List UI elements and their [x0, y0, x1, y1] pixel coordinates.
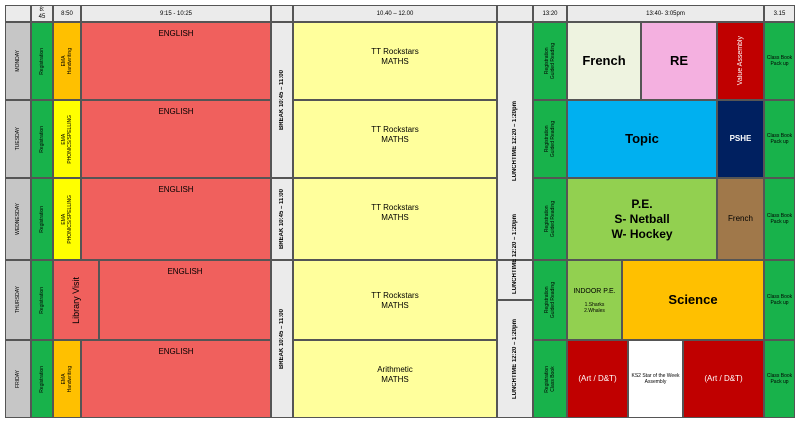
header-time-afternoon: 13:40- 3:05pm	[567, 5, 764, 22]
class-book-friday: Class Book Pack up	[764, 340, 795, 418]
lunch-block-thu-label: LUNCHTIME 12:20 – 1:20pm	[497, 208, 533, 300]
class-book-thursday: Class Book Pack up	[764, 260, 795, 340]
maths-thursday: TT Rockstars MATHS	[293, 260, 497, 340]
ema-friday: EMA Handwriting	[53, 340, 81, 418]
lunch-block-mon-wed: LUNCHTIME 12:20 – 1:20pm	[497, 22, 533, 260]
pm-registration-tuesday: Registration Guided Reading	[533, 100, 567, 178]
class-book-tuesday: Class Book Pack up	[764, 100, 795, 178]
ema-tuesday: EMA PHONICS/SPELLING	[53, 100, 81, 178]
header-break	[271, 5, 293, 22]
french-monday: French	[567, 22, 641, 100]
day-label-monday: MONDAY	[5, 22, 31, 100]
registration-tuesday: Registration	[31, 100, 53, 178]
header-time-315: 3.15	[764, 5, 795, 22]
registration-friday: Registration	[31, 340, 53, 418]
day-label-thursday: THURSDAY	[5, 260, 31, 340]
class-book-wednesday: Class Book Pack up	[764, 178, 795, 260]
pm-registration-friday: Registration Class Book	[533, 340, 567, 418]
day-label-tuesday: TUESDAY	[5, 100, 31, 178]
pm-registration-thursday: Registration Guided Reading	[533, 260, 567, 340]
header-time-midmorning: 10.40 – 12.00	[293, 5, 497, 22]
maths-monday: TT Rockstars MATHS	[293, 22, 497, 100]
ks2-star-assembly-friday: KS2 Star of the Week Assembly	[628, 340, 683, 418]
english-tuesday: ENGLISH	[81, 100, 271, 178]
ema-monday: EMA Handwriting	[53, 22, 81, 100]
indoor-pe-groups: 1.Sharks 2.Whales	[584, 301, 605, 314]
english-monday: ENGLISH	[81, 22, 271, 100]
re-monday: RE	[641, 22, 717, 100]
science-thursday: Science	[622, 260, 764, 340]
lunch-block-fri: LUNCHTIME 12:20 – 1:20pm	[497, 300, 533, 418]
pm-registration-monday: Registration Guided Reading	[533, 22, 567, 100]
header-time-morning: 9:15 - 10:25	[81, 5, 271, 22]
french-wednesday: French	[717, 178, 764, 260]
indoor-pe-title: INDOOR P.E.	[573, 287, 616, 295]
indoor-pe-thursday: INDOOR P.E. 1.Sharks 2.Whales	[567, 260, 622, 340]
header-time-1320: 13:20	[533, 5, 567, 22]
break-block-mon-tue: BREAK 10:45 – 11:00	[271, 22, 293, 178]
registration-monday: Registration	[31, 22, 53, 100]
library-visit-thursday: Library Visit	[53, 260, 99, 340]
break-block-wed: BREAK 10:45 – 11:00	[271, 178, 293, 260]
registration-wednesday: Registration	[31, 178, 53, 260]
class-book-monday: Class Book Pack up	[764, 22, 795, 100]
pm-registration-wednesday: Registration Guided Reading	[533, 178, 567, 260]
ema-wednesday: EMA PHONICS/SPELLING	[53, 178, 81, 260]
maths-tuesday: TT Rockstars MATHS	[293, 100, 497, 178]
day-label-friday: FRIDAY	[5, 340, 31, 418]
day-label-wednesday: WEDNESDAY	[5, 178, 31, 260]
english-friday: ENGLISH	[81, 340, 271, 418]
header-time-850: 8:50	[53, 5, 81, 22]
value-assembly-monday: Value Assembly	[717, 22, 764, 100]
maths-wednesday: TT Rockstars MATHS	[293, 178, 497, 260]
art-dt-friday-2: (Art / D&T)	[683, 340, 764, 418]
pshe-tuesday: PSHE	[717, 100, 764, 178]
maths-friday: Arithmetic MATHS	[293, 340, 497, 418]
header-lunch	[497, 5, 533, 22]
pe-wednesday: P.E. S- Netball W- Hockey	[567, 178, 717, 260]
header-blank	[5, 5, 31, 22]
english-wednesday: ENGLISH	[81, 178, 271, 260]
art-dt-friday-1: (Art / D&T)	[567, 340, 628, 418]
header-time-845: 8: 45	[31, 5, 53, 22]
break-block-thu-fri: BREAK 10:45 – 11:00	[271, 260, 293, 418]
registration-thursday: Registration	[31, 260, 53, 340]
topic-tuesday: Topic	[567, 100, 717, 178]
english-thursday: ENGLISH	[99, 260, 271, 340]
